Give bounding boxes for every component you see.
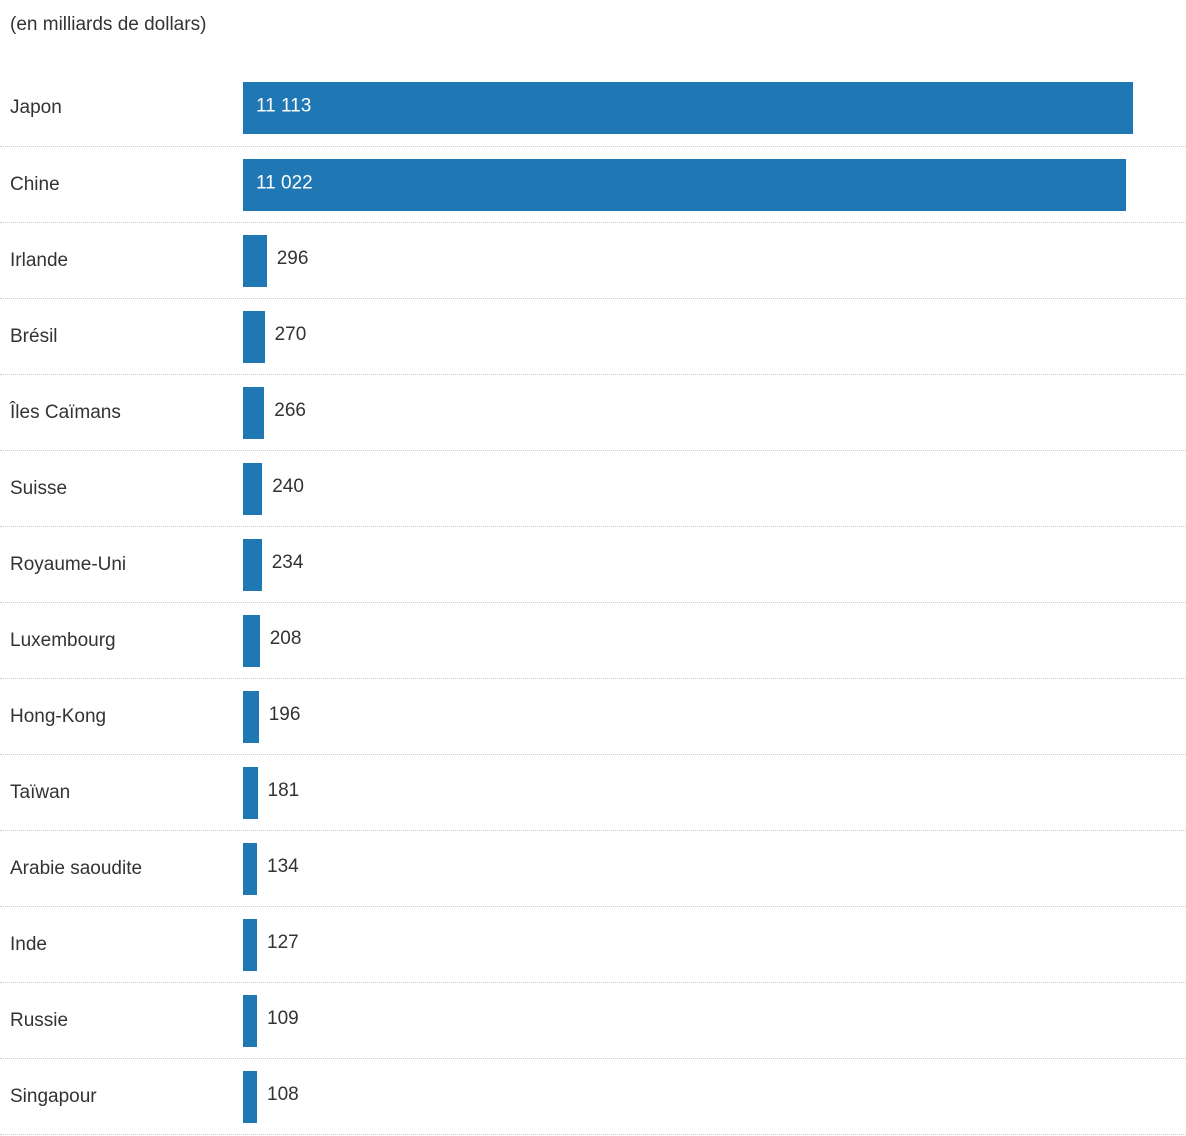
category-label: Suisse [10,477,68,499]
bar [243,766,258,819]
bar [243,918,257,971]
bar [243,842,257,895]
value-label: 127 [267,931,299,953]
bar-area: 240 [243,462,1133,515]
chart-row: Singapour 108 [0,1058,1186,1134]
bar-area: 270 [243,310,1133,363]
chart-row: Suisse 240 [0,450,1186,526]
value-label: 196 [268,703,301,725]
category-label: Singapour [10,1085,97,1107]
bar-area: 266 [243,386,1133,439]
category-label: Russie [10,1009,69,1031]
chart-row: Irlande 296 [0,222,1186,298]
bar-area: 296 [243,234,1133,287]
bar-area: 196 [243,690,1133,743]
bar-area: 181 [243,766,1133,819]
value-label: 270 [274,323,307,345]
bar [243,158,1126,211]
bar [243,462,263,515]
category-label: Arabie saoudite [10,857,143,879]
chart-row: Russie 109 [0,982,1186,1058]
bar [243,82,1133,134]
category-label: Irlande [10,249,69,271]
chart-row: Inde 127 [0,906,1186,982]
value-label: 181 [267,779,300,801]
value-label: 11 022 [256,172,313,194]
bar [243,386,265,439]
chart-row: Japon 11 113 [0,70,1186,146]
value-label: 234 [271,551,304,573]
bar [243,310,265,363]
bar [243,1070,257,1123]
category-label: Luxembourg [10,629,116,651]
chart-row: Taïwan 181 [0,754,1186,830]
chart-row: Chine 11 022 [0,146,1186,222]
chart-row: Brésil 270 [0,298,1186,374]
chart-row: Îles Caïmans 266 [0,374,1186,450]
category-label: Japon [10,97,62,118]
category-label: Taïwan [10,781,71,803]
bar [243,690,259,743]
bar-area: 109 [243,994,1133,1047]
bar [243,614,260,667]
value-label: 11 113 [256,95,312,117]
bar-area: 127 [243,918,1133,971]
value-label: 108 [267,1083,299,1105]
bar-area: 11 113 [243,82,1133,134]
bar [243,538,262,591]
chart-row: Arabie saoudite 134 [0,830,1186,906]
category-label: Brésil [10,325,58,347]
chart-row: Hong-Kong 196 [0,678,1186,754]
category-label: Îles Caïmans [10,401,121,423]
category-label: Hong-Kong [10,705,107,727]
category-label: Royaume-Uni [10,553,127,575]
bar-area: 108 [243,1070,1133,1123]
bar-area: 208 [243,614,1133,667]
category-label: Inde [10,933,47,955]
chart-row: Royaume-Uni 234 [0,526,1186,602]
bar-area: 134 [243,842,1133,895]
bar-area: 11 022 [243,158,1133,211]
bar [243,994,257,1047]
value-label: 109 [267,1007,299,1029]
chart-row: Luxembourg 208 [0,602,1186,678]
bar-chart: Japon 11 113 Chine 11 022 Irlande 296 Brésil 27… [0,70,1186,1135]
bar-area: 234 [243,538,1133,591]
value-label: 134 [267,855,299,877]
value-label: 266 [274,399,306,421]
value-label: 208 [269,627,302,649]
bar [243,234,267,287]
category-label: Chine [10,173,60,195]
value-label: 296 [276,247,309,269]
value-label: 240 [272,475,304,497]
chart-subtitle: (en milliards de dollars) [10,14,207,35]
